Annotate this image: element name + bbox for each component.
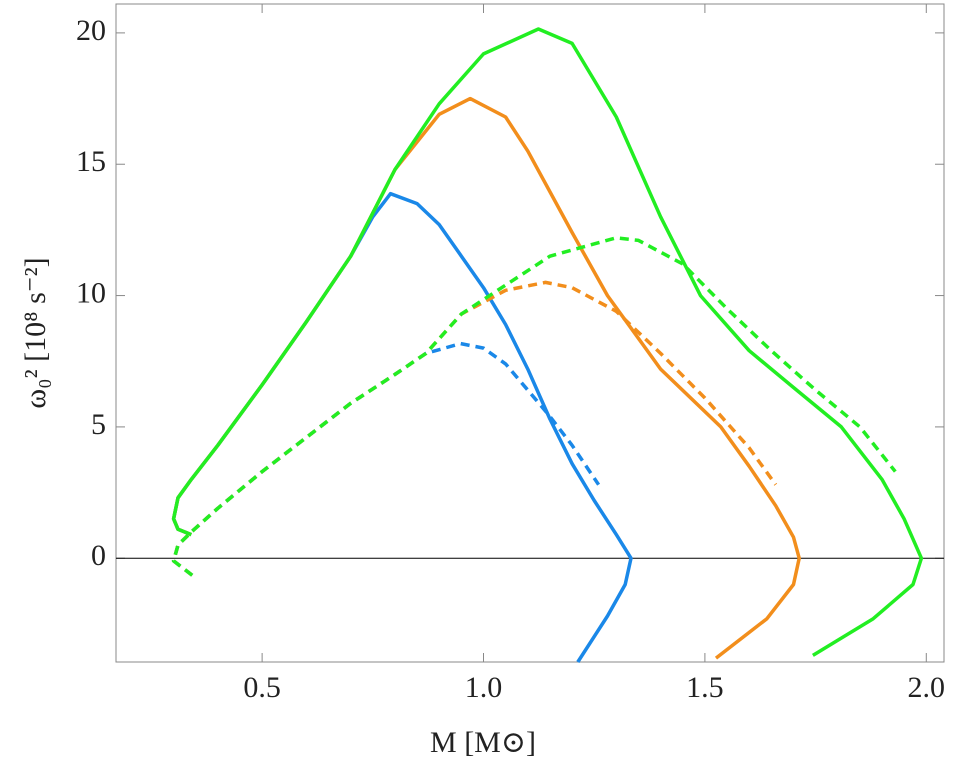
series-line	[171, 280, 778, 577]
x-axis-label: M [M⊙]	[430, 726, 536, 759]
y-tick-label: 15	[76, 145, 106, 178]
y-tick-label: 10	[76, 276, 106, 309]
plot-frame	[115, 3, 945, 663]
series-line	[171, 236, 897, 577]
series-line	[171, 191, 633, 663]
y-axis-label: ω₀² [10⁸ s⁻²]	[19, 257, 52, 408]
x-tick-label: 2.0	[908, 671, 946, 704]
x-tick-label: 1.5	[686, 671, 724, 704]
y-tick-label: 0	[91, 539, 106, 572]
x-tick-label: 0.5	[243, 671, 281, 704]
series-line	[171, 27, 924, 657]
y-tick-label: 5	[91, 408, 106, 441]
y-tick-label: 20	[76, 14, 106, 47]
x-tick-label: 1.0	[465, 671, 503, 704]
